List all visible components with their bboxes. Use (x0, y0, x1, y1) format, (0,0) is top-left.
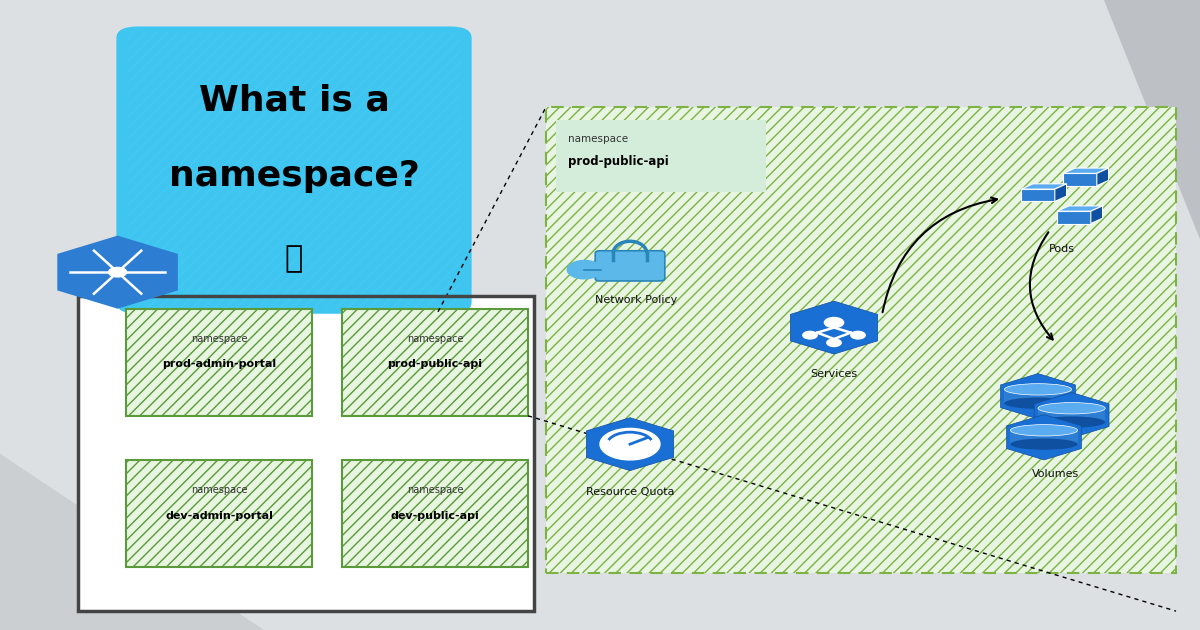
Ellipse shape (1004, 398, 1072, 409)
Text: prod-public-api: prod-public-api (568, 155, 668, 168)
Polygon shape (1021, 189, 1055, 202)
Circle shape (108, 267, 127, 277)
Polygon shape (556, 120, 766, 192)
Polygon shape (1010, 430, 1078, 444)
Circle shape (824, 318, 844, 328)
Polygon shape (1063, 168, 1109, 173)
Text: namespace: namespace (407, 485, 463, 495)
Polygon shape (1057, 206, 1103, 211)
Polygon shape (1001, 374, 1075, 419)
Circle shape (568, 261, 601, 278)
Polygon shape (1034, 392, 1109, 438)
Polygon shape (587, 418, 673, 471)
Text: 🤔: 🤔 (284, 244, 304, 273)
Polygon shape (1038, 408, 1105, 422)
Ellipse shape (1004, 384, 1072, 395)
Text: Resource Quota: Resource Quota (586, 487, 674, 497)
Polygon shape (1021, 184, 1067, 189)
FancyBboxPatch shape (342, 309, 528, 416)
Text: What is a: What is a (198, 84, 390, 118)
Circle shape (803, 331, 817, 339)
Text: namespace: namespace (191, 334, 247, 344)
Polygon shape (342, 309, 528, 416)
FancyBboxPatch shape (116, 26, 472, 314)
Text: namespace: namespace (568, 134, 628, 144)
Text: dev-public-api: dev-public-api (391, 510, 479, 520)
Polygon shape (1063, 173, 1097, 186)
Text: namespace: namespace (407, 334, 463, 344)
Polygon shape (342, 460, 528, 567)
Polygon shape (1004, 389, 1072, 403)
Polygon shape (984, 0, 1200, 239)
Text: Volumes: Volumes (1032, 469, 1080, 479)
Polygon shape (0, 454, 264, 630)
Polygon shape (1097, 168, 1109, 186)
Polygon shape (791, 301, 877, 354)
Ellipse shape (1038, 416, 1105, 428)
Ellipse shape (1010, 438, 1078, 450)
Polygon shape (58, 236, 178, 309)
FancyBboxPatch shape (595, 251, 665, 281)
FancyBboxPatch shape (126, 309, 312, 416)
Circle shape (827, 339, 841, 346)
Text: Network Policy: Network Policy (595, 295, 677, 305)
FancyBboxPatch shape (342, 460, 528, 567)
Polygon shape (1055, 184, 1067, 202)
Polygon shape (126, 309, 312, 416)
Polygon shape (126, 460, 312, 567)
Polygon shape (78, 296, 534, 611)
Text: dev-admin-portal: dev-admin-portal (166, 510, 272, 520)
Ellipse shape (1038, 403, 1105, 414)
FancyBboxPatch shape (126, 460, 312, 567)
Polygon shape (1104, 0, 1200, 239)
Polygon shape (1057, 211, 1091, 224)
Text: Pods: Pods (1049, 244, 1075, 255)
Polygon shape (546, 107, 1176, 573)
Text: namespace: namespace (191, 485, 247, 495)
Ellipse shape (1010, 425, 1078, 436)
Polygon shape (1007, 415, 1081, 460)
Circle shape (851, 331, 865, 339)
Text: namespace?: namespace? (168, 159, 420, 193)
Polygon shape (1091, 206, 1103, 224)
Circle shape (600, 428, 660, 460)
Text: prod-public-api: prod-public-api (388, 359, 482, 369)
Text: Services: Services (810, 369, 858, 379)
Text: prod-admin-portal: prod-admin-portal (162, 359, 276, 369)
